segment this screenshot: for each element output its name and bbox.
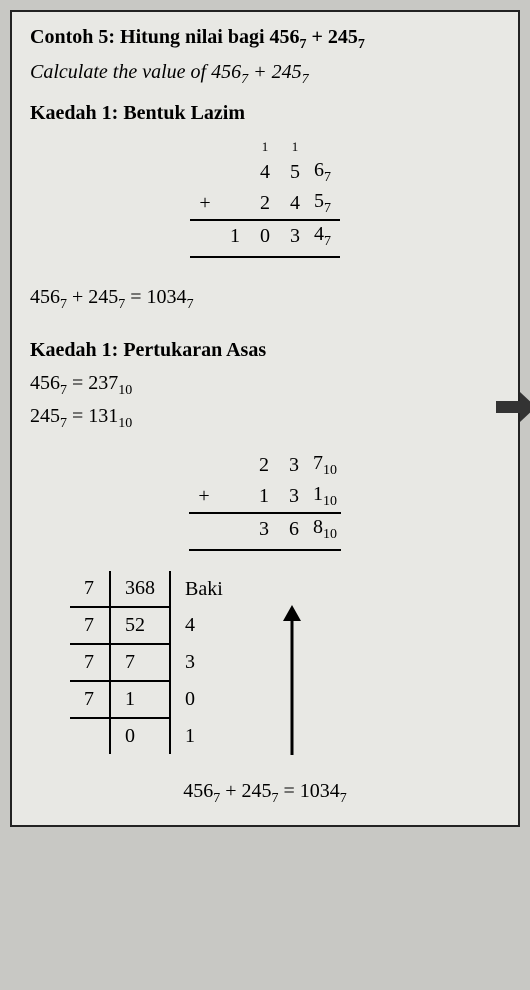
r1c3: 6 — [314, 159, 324, 181]
division-table: 7 368 Baki 7 52 4 7 7 3 7 1 0 0 — [70, 571, 237, 754]
d22: 0 — [170, 681, 237, 718]
d01: 52 — [110, 607, 170, 644]
d31: 0 — [110, 718, 170, 754]
d10: 7 — [70, 644, 110, 681]
division-table-wrap: 7 368 Baki 7 52 4 7 7 3 7 1 0 0 — [70, 571, 500, 754]
c1a: 456 — [30, 372, 60, 394]
c1bb: 10 — [118, 383, 132, 398]
problem-eng-b: + 245 — [248, 61, 302, 83]
d02: 4 — [170, 607, 237, 644]
r1c1: 4 — [250, 157, 280, 188]
eq-base3: 7 — [187, 297, 194, 312]
right-arrow-icon — [496, 390, 530, 429]
eq-b: + 245 — [67, 286, 118, 308]
eq-a: 456 — [30, 286, 60, 308]
d11: 7 — [110, 644, 170, 681]
plus-sign2: + — [189, 481, 219, 513]
r2c1: 4 — [280, 188, 310, 220]
problem-eng-a: Calculate the value of 456 — [30, 61, 241, 83]
ar1: 3 — [249, 513, 279, 550]
ar0 — [219, 513, 249, 550]
r1c0 — [220, 157, 250, 188]
fe: = 1034 — [279, 780, 340, 802]
c1ab: 7 — [60, 383, 67, 398]
r2c0: 2 — [250, 188, 280, 220]
c2a: 245 — [30, 405, 60, 427]
a2base: 10 — [323, 494, 337, 509]
final-equation: 4567 + 2457 = 10347 — [30, 780, 500, 807]
base7-addition: 1 1 4 5 67 + 2 4 57 1 0 3 — [165, 137, 365, 258]
d20: 7 — [70, 681, 110, 718]
a1base: 10 — [323, 463, 337, 478]
eq-c: = 1034 — [125, 286, 186, 308]
arbase: 10 — [323, 527, 337, 542]
conversion2: 2457 = 13110 — [30, 405, 500, 432]
a1c3: 7 — [313, 452, 323, 474]
res2: 3 — [280, 220, 310, 257]
problem-malay-b: + 245 — [307, 26, 358, 48]
conversion1: 4567 = 23710 — [30, 372, 500, 399]
r1base: 7 — [324, 170, 331, 185]
r1c2: 5 — [280, 157, 310, 188]
a2c2: 1 — [313, 483, 323, 505]
c2ab: 7 — [60, 416, 67, 431]
resbase: 7 — [324, 234, 331, 249]
method1-title: Kaedah 1: Bentuk Lazim — [30, 102, 500, 125]
d00: 7 — [70, 607, 110, 644]
carry-0 — [220, 137, 250, 157]
dh0: 7 — [70, 571, 110, 607]
r2base: 7 — [324, 201, 331, 216]
res1: 0 — [250, 220, 280, 257]
up-arrow-icon — [280, 605, 304, 755]
carry-3 — [310, 137, 340, 157]
ar2: 6 — [279, 513, 309, 550]
c1eq: = 237 — [67, 372, 118, 394]
a1c0 — [219, 450, 249, 481]
base-7a: 7 — [300, 37, 307, 52]
example-label: Contoh 5: — [30, 26, 115, 48]
fb3: 7 — [340, 791, 347, 806]
example-english: Calculate the value of 4567 + 2457 — [30, 61, 500, 88]
problem-malay-a: Hitung nilai bagi 456 — [115, 26, 300, 48]
d21: 1 — [110, 681, 170, 718]
carry-1: 1 — [250, 137, 280, 157]
fa: 456 — [183, 780, 213, 802]
worksheet-page: Contoh 5: Hitung nilai bagi 4567 + 2457 … — [10, 10, 520, 827]
r2c2: 5 — [314, 190, 324, 212]
method1-equation: 4567 + 2457 = 10347 — [30, 286, 500, 313]
c2bb: 10 — [118, 416, 132, 431]
d30 — [70, 718, 110, 754]
a1c2: 3 — [279, 450, 309, 481]
example-title: Contoh 5: Hitung nilai bagi 4567 + 2457 — [30, 26, 500, 53]
plus-sign: + — [190, 188, 220, 220]
fb2: 7 — [272, 791, 279, 806]
a2c1: 3 — [279, 481, 309, 513]
ar3: 8 — [313, 516, 323, 538]
base10-addition: 2 3 710 + 1 3 110 3 6 810 — [165, 450, 365, 551]
fp: + 245 — [220, 780, 271, 802]
c2eq: = 131 — [67, 405, 118, 427]
base-7b: 7 — [358, 37, 365, 52]
res0: 1 — [220, 220, 250, 257]
a1c1: 2 — [249, 450, 279, 481]
a2c0: 1 — [249, 481, 279, 513]
res3: 4 — [314, 223, 324, 245]
d12: 3 — [170, 644, 237, 681]
dh2: Baki — [170, 571, 237, 607]
carry-2: 1 — [280, 137, 310, 157]
d32: 1 — [170, 718, 237, 754]
method2-title: Kaedah 1: Pertukaran Asas — [30, 339, 500, 362]
base-7d: 7 — [302, 72, 309, 87]
dh1: 368 — [110, 571, 170, 607]
eq-base1: 7 — [60, 297, 67, 312]
